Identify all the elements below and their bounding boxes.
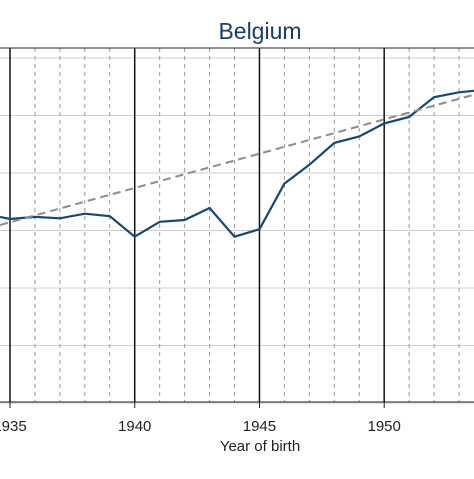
plot-area — [0, 48, 474, 402]
chart-title: Belgium — [218, 18, 302, 44]
x-tick-label: 1950 — [368, 418, 401, 435]
x-tick-label: 1935 — [0, 418, 27, 435]
x-tick-label: 1945 — [243, 418, 276, 435]
series-line — [0, 89, 474, 239]
x-axis-label: Year of birth — [220, 438, 300, 455]
x-tick-label: 1940 — [118, 418, 151, 435]
trend-line — [0, 93, 474, 226]
